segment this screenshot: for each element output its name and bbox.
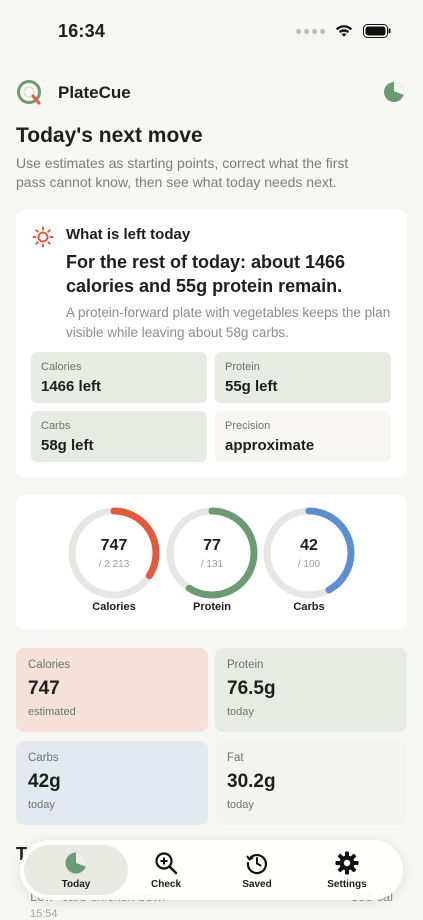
ring-protein-chart bbox=[166, 507, 258, 599]
battery-icon bbox=[363, 24, 391, 38]
tab-settings[interactable]: Settings bbox=[297, 845, 397, 895]
stat-label: Fat bbox=[227, 752, 244, 764]
remaining-today-card: What is left today For the rest of today… bbox=[16, 209, 407, 478]
app-name: PlateCue bbox=[58, 83, 131, 102]
tile-precision: Precision approximate bbox=[215, 411, 391, 462]
tab-check[interactable]: Check bbox=[116, 845, 216, 895]
tile-label: Carbs bbox=[41, 420, 71, 432]
status-time: 16:34 bbox=[58, 21, 106, 41]
tab-label: Check bbox=[150, 879, 181, 890]
status-bar: 16:34 bbox=[0, 0, 423, 60]
progress-rings-card: 747 / 2 213 Calories 77 / 131 Protein 42… bbox=[16, 495, 407, 630]
ring-carbs-chart bbox=[263, 507, 355, 599]
ring-carbs: 42 / 100 Carbs bbox=[261, 505, 357, 617]
tile-value: 55g left bbox=[225, 378, 278, 395]
stat-value: 76.5g bbox=[227, 678, 276, 699]
ring-progress-arc bbox=[68, 507, 160, 599]
stat-label: Protein bbox=[227, 659, 264, 671]
tab-label: Settings bbox=[327, 879, 367, 890]
tab-saved[interactable]: Saved bbox=[207, 845, 307, 895]
ring-calories-chart bbox=[68, 507, 160, 599]
stat-note: today bbox=[28, 799, 55, 811]
stat-protein: Protein 76.5g today bbox=[215, 648, 407, 732]
page-subtitle: Use estimates as starting points, correc… bbox=[16, 155, 349, 190]
meal-time: 15:54 bbox=[30, 908, 58, 920]
remaining-card-label: What is left today bbox=[66, 226, 191, 243]
ring-protein: 77 / 131 Protein bbox=[164, 505, 260, 617]
ring-progress-arc bbox=[166, 507, 258, 599]
tile-label: Precision bbox=[225, 420, 271, 432]
ring-label: Calories bbox=[92, 601, 136, 613]
gear-icon bbox=[335, 851, 359, 875]
stat-value: 747 bbox=[28, 678, 60, 699]
tile-carbs-left: Carbs 58g left bbox=[31, 411, 207, 462]
tile-label: Protein bbox=[225, 361, 260, 373]
tile-label: Calories bbox=[41, 361, 82, 373]
tile-value: 58g left bbox=[41, 437, 94, 454]
stat-carbs: Carbs 42g today bbox=[16, 741, 208, 825]
tab-today[interactable]: Today bbox=[24, 845, 128, 895]
status-indicators bbox=[296, 24, 391, 38]
wifi-icon bbox=[335, 25, 353, 37]
stat-label: Calories bbox=[28, 659, 71, 671]
remaining-explanation: A protein-forward plate with vegetables … bbox=[66, 305, 391, 340]
tab-label: Today bbox=[61, 879, 91, 890]
tile-value: approximate bbox=[225, 437, 315, 454]
pie-chart-icon[interactable] bbox=[383, 81, 405, 103]
stat-note: today bbox=[227, 706, 254, 718]
remaining-headline: For the rest of today: about 1466 calori… bbox=[66, 252, 346, 296]
ring-value: 77 bbox=[203, 537, 221, 554]
ring-value: 42 bbox=[300, 537, 318, 554]
ring-goal: / 2 213 bbox=[98, 559, 130, 570]
tile-calories-left: Calories 1466 left bbox=[31, 352, 207, 403]
ring-goal: / 100 bbox=[297, 559, 321, 570]
page-title: Today's next move bbox=[16, 124, 203, 147]
tile-value: 1466 left bbox=[41, 378, 102, 395]
ring-progress-arc bbox=[263, 507, 355, 599]
platecue-logo-icon bbox=[17, 80, 41, 105]
history-icon bbox=[246, 854, 268, 875]
ring-goal: / 131 bbox=[200, 559, 224, 570]
stat-label: Carbs bbox=[28, 752, 59, 764]
pie-chart-icon bbox=[65, 852, 87, 874]
stat-fat: Fat 30.2g today bbox=[215, 741, 407, 825]
stat-note: today bbox=[227, 799, 254, 811]
tab-label: Saved bbox=[242, 879, 272, 890]
stat-value: 42g bbox=[28, 771, 61, 792]
stat-calories: Calories 747 estimated bbox=[16, 648, 208, 732]
tile-protein-left: Protein 55g left bbox=[215, 352, 391, 403]
ring-label: Protein bbox=[193, 601, 231, 613]
zoom-in-icon bbox=[155, 852, 178, 875]
ring-label: Carbs bbox=[293, 601, 325, 613]
app-header: PlateCue bbox=[16, 78, 407, 108]
ring-calories: 747 / 2 213 Calories bbox=[66, 505, 162, 617]
tab-bar: Today Check Saved bbox=[20, 840, 403, 900]
section-title: T bbox=[16, 844, 27, 864]
ring-value: 747 bbox=[100, 537, 128, 554]
stat-value: 30.2g bbox=[227, 771, 276, 792]
cellular-signal-icon bbox=[296, 28, 325, 34]
sun-icon bbox=[32, 226, 54, 248]
stat-note: estimated bbox=[28, 706, 76, 718]
